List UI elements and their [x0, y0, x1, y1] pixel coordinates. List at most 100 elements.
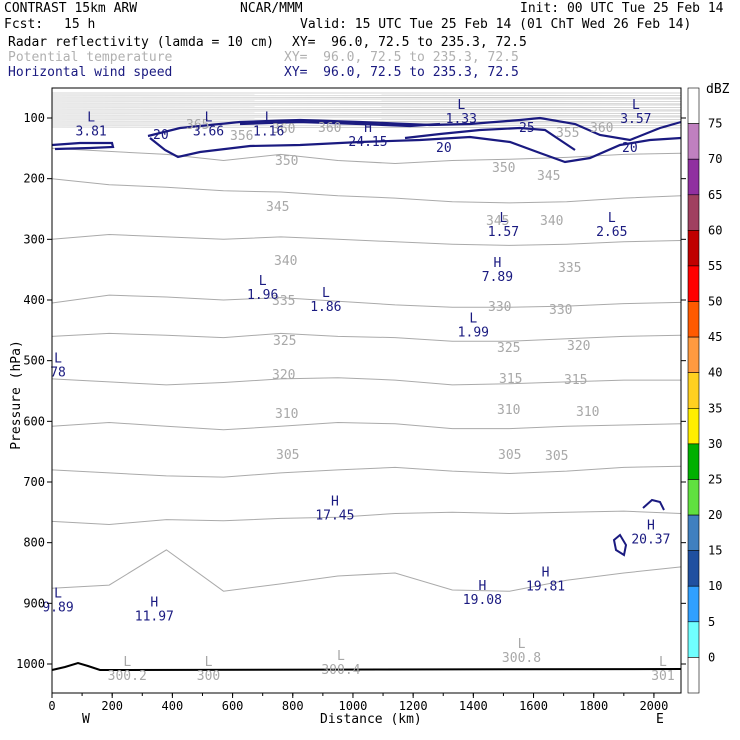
x-tick-label: 1200 [399, 699, 428, 713]
isentrope-label-310: 310 [576, 405, 599, 420]
isentrope-label-325: 325 [273, 334, 296, 349]
extremum-type: L [457, 98, 465, 113]
x-axis-label: Distance (km) [320, 712, 422, 727]
isentrope-label-360: 360 [318, 121, 341, 136]
colorbar-label: 45 [708, 330, 722, 344]
extremum-type: H [364, 121, 372, 136]
colorbar-label: 60 [708, 223, 722, 237]
extremum-type: L [54, 587, 62, 602]
colorbar-swatch [687, 336, 700, 374]
x-tick-label: 1000 [339, 699, 368, 713]
colorbar-swatch [687, 265, 700, 302]
extremum-value: 7.89 [482, 270, 513, 285]
extremum-value: 3.57 [620, 112, 651, 127]
fcst-value: 15 h [64, 17, 96, 32]
isentrope-label-305: 305 [545, 449, 568, 464]
contour-labels: 365 356 360 360 355 360 350 350 345 345 345 340 340 3… [153, 118, 638, 464]
colorbar-swatch [687, 123, 700, 160]
east-label: E [656, 712, 664, 727]
upper-isentrope-bundle [51, 92, 682, 129]
colorbar-label: 35 [708, 401, 722, 415]
field-reflectivity-xy: XY= 96.0, 72.5 to 235.3, 72.5 [292, 35, 527, 50]
extremum-value: 11.97 [135, 610, 174, 625]
isentrope-label-340: 340 [540, 214, 563, 229]
x-tick-label: 600 [222, 699, 244, 713]
x-tick-label: 1600 [519, 699, 548, 713]
wind-label-20: 20 [153, 128, 169, 143]
y-tick-label: 400 [23, 293, 45, 307]
isentrope-350 [51, 147, 682, 165]
init-time: Init: 00 UTC Tue 25 Feb 14 [520, 1, 724, 16]
isentrope-label-356: 356 [230, 129, 253, 144]
upper-isentrope-line [51, 102, 682, 105]
extremum-value: 301 [651, 669, 674, 684]
extremum-value: 1.96 [247, 288, 278, 303]
colorbar-swatch [687, 87, 700, 124]
colorbar-swatch [687, 372, 700, 409]
wind-label-20: 20 [436, 141, 452, 156]
colorbar-swatch [687, 407, 700, 445]
upper-isentrope-line [51, 108, 682, 111]
y-tick-label: 1000 [16, 657, 45, 671]
extremum-type: L [608, 211, 616, 226]
isentrope-label-330: 330 [549, 303, 572, 318]
colorbar-label: 5 [708, 615, 715, 629]
colorbar-swatch [687, 514, 700, 551]
isentrope-305 [51, 549, 682, 592]
colorbar-label: 50 [708, 295, 722, 309]
colorbar-label: 20 [708, 508, 722, 522]
extremum-type: L [123, 655, 131, 670]
wind-contour-20-lowlevel-b [612, 533, 628, 557]
y-tick-label: 600 [23, 414, 45, 428]
potential-temperature-contours [51, 147, 682, 592]
extremum-type: L [659, 655, 667, 670]
isentrope-label-320: 320 [567, 339, 590, 354]
x-tick-label: 400 [162, 699, 184, 713]
x-tick-label: 0 [48, 699, 55, 713]
y-tick-label: 700 [23, 475, 45, 489]
isentrope-label-325: 325 [497, 341, 520, 356]
colorbar-unit: dBZ [706, 82, 730, 97]
extremum-value: 17.45 [315, 508, 354, 523]
extremum-value: 3.81 [75, 124, 106, 139]
extremum-value: 20.37 [631, 533, 670, 548]
extremum-value: 1.16 [253, 124, 284, 139]
extremum-type: L [87, 110, 95, 125]
y-tick-label: 300 [23, 232, 45, 246]
extremum-value: 1.57 [488, 225, 519, 240]
isentrope-label-345: 345 [266, 200, 289, 215]
extremum-type: L [259, 274, 267, 289]
extremum-type: H [542, 565, 550, 580]
isentrope-315 [51, 465, 682, 478]
isentrope-label-345: 345 [486, 214, 509, 229]
colorbar-swatch [687, 621, 700, 658]
axes: 0 200 400 600 800 1000 1200 1400 1600 1800 2000 100… [16, 111, 686, 713]
colorbar-label: 15 [708, 544, 722, 558]
jet-contour-25-east [404, 126, 576, 151]
isentrope-label-315: 315 [564, 373, 587, 388]
field-theta-xy: XY= 96.0, 72.5 to 235.3, 72.5 [284, 50, 519, 65]
isentrope-label-340: 340 [274, 254, 297, 269]
extremum-value: 24.15 [348, 135, 387, 150]
isentrope-label-305: 305 [498, 448, 521, 463]
extremum-type: L [500, 211, 508, 226]
isentrope-label-310: 310 [275, 407, 298, 422]
extremum-value: 19.08 [463, 593, 502, 608]
colorbar-swatch [687, 443, 700, 480]
extremum-type: L [469, 312, 477, 327]
isentrope-label-350: 350 [275, 154, 298, 169]
wind-label-20: 20 [622, 141, 638, 156]
extremum-type: L [54, 352, 62, 367]
isentrope-label-345: 345 [537, 169, 560, 184]
extremum-type: L [265, 110, 273, 125]
wind-speed-contours [51, 116, 682, 557]
upper-isentrope-line [51, 114, 682, 117]
isentrope-label-330: 330 [488, 300, 511, 315]
extremum-value: 300.8 [502, 651, 541, 666]
colorbar-swatch [687, 657, 700, 694]
isentrope-340 [51, 233, 682, 246]
isentrope-label-335: 335 [558, 261, 581, 276]
